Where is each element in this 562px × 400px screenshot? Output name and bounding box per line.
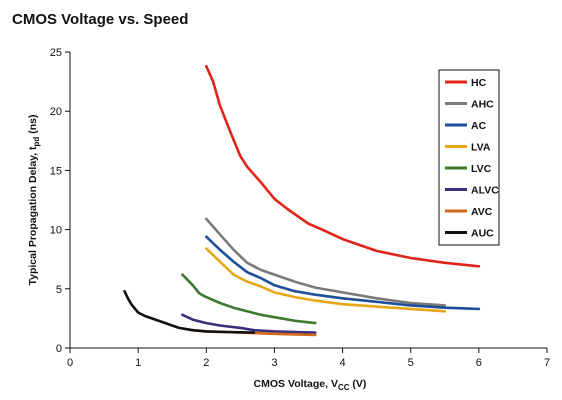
legend-entry-hc: HC: [445, 77, 487, 89]
legend-entries: HC AHC AC LVA LVC ALVC AVC AUC: [445, 77, 499, 240]
plot-area: 0 1 2 3 4 5 6 7 0 5 10 15 20 25: [50, 47, 550, 369]
series-line-hc: [205, 64, 481, 268]
y-axis-label-sub: pd: [32, 137, 41, 147]
legend-entry-lvc: LVC: [445, 163, 492, 175]
y-tick-label: 5: [56, 284, 62, 296]
y-tick-label: 15: [50, 165, 62, 177]
series-line-ac: [205, 235, 481, 311]
legend-entry-lva: LVA: [445, 142, 491, 154]
y-axis-label: Typical Propagation Delay, tpd (ns): [27, 114, 41, 285]
legend-label: AHC: [471, 99, 494, 111]
legend-label: HC: [471, 77, 487, 89]
y-axis-label-tail: (ns): [27, 114, 39, 136]
y-ticks: 0 5 10 15 20 25: [50, 47, 70, 355]
y-tick-label: 20: [50, 106, 62, 118]
series-layer: [123, 64, 481, 337]
y-tick-label: 10: [50, 225, 62, 237]
x-tick-label: 1: [135, 357, 141, 369]
series-line-ahc: [205, 217, 447, 307]
legend-entry-alvc: ALVC: [445, 185, 499, 197]
x-ticks: 0 1 2 3 4 5 6 7: [67, 348, 550, 369]
legend-entry-avc: AVC: [445, 206, 493, 218]
x-tick-label: 0: [67, 357, 73, 369]
legend-label: AVC: [471, 206, 493, 218]
series-line-lva: [205, 247, 447, 313]
x-axis-label-tail: (V): [350, 378, 367, 390]
x-axis-label-main: CMOS Voltage, V: [254, 378, 338, 390]
x-axis-label-sub: CC: [338, 383, 350, 392]
legend-label: AC: [471, 120, 487, 132]
y-tick-label: 25: [50, 47, 62, 59]
chart-title: CMOS Voltage vs. Speed: [12, 11, 188, 28]
y-tick-label: 0: [56, 343, 62, 355]
legend-entry-auc: AUC: [445, 228, 494, 240]
x-tick-label: 5: [408, 357, 414, 369]
series-line-auc: [123, 289, 256, 334]
legend-label: AUC: [471, 228, 494, 240]
y-axis-label-main: Typical Propagation Delay, t: [27, 146, 39, 286]
legend-entry-ahc: AHC: [445, 99, 494, 111]
x-axis-label: CMOS Voltage, VCC (V): [254, 378, 367, 392]
legend-label: ALVC: [471, 185, 499, 197]
legend-label: LVC: [471, 163, 492, 175]
x-tick-label: 2: [203, 357, 209, 369]
legend-entry-ac: AC: [445, 120, 487, 132]
series-line-alvc: [181, 313, 317, 334]
x-tick-label: 6: [476, 357, 482, 369]
x-tick-label: 7: [544, 357, 550, 369]
x-tick-label: 4: [340, 357, 346, 369]
legend-label: LVA: [471, 142, 491, 154]
legend-box: [438, 69, 500, 246]
x-tick-label: 3: [271, 357, 277, 369]
series-line-lvc: [181, 273, 317, 325]
legend: HC AHC AC LVA LVC ALVC AVC AUC: [438, 69, 500, 246]
